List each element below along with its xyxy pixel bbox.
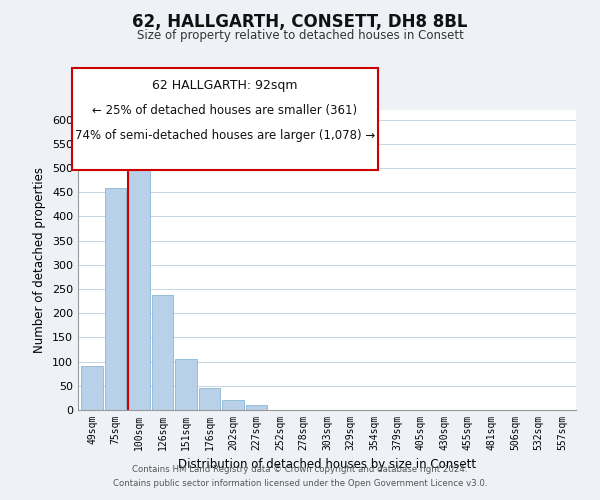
Y-axis label: Number of detached properties: Number of detached properties	[34, 167, 46, 353]
Text: 62, HALLGARTH, CONSETT, DH8 8BL: 62, HALLGARTH, CONSETT, DH8 8BL	[132, 12, 468, 30]
Bar	[105, 188, 127, 410]
Text: Contains HM Land Registry data © Crown copyright and database right 2024.
Contai: Contains HM Land Registry data © Crown c…	[113, 466, 487, 487]
Bar	[175, 359, 197, 410]
Text: 74% of semi-detached houses are larger (1,078) →: 74% of semi-detached houses are larger (…	[75, 129, 375, 142]
Text: Size of property relative to detached houses in Consett: Size of property relative to detached ho…	[137, 28, 463, 42]
Bar	[128, 168, 150, 410]
Bar	[222, 400, 244, 410]
Text: 62 HALLGARTH: 92sqm: 62 HALLGARTH: 92sqm	[152, 79, 298, 92]
Bar	[246, 405, 268, 410]
Bar	[152, 296, 173, 410]
Bar	[199, 388, 220, 410]
X-axis label: Distribution of detached houses by size in Consett: Distribution of detached houses by size …	[178, 458, 476, 471]
Text: ← 25% of detached houses are smaller (361): ← 25% of detached houses are smaller (36…	[92, 104, 358, 117]
Bar	[81, 366, 103, 410]
